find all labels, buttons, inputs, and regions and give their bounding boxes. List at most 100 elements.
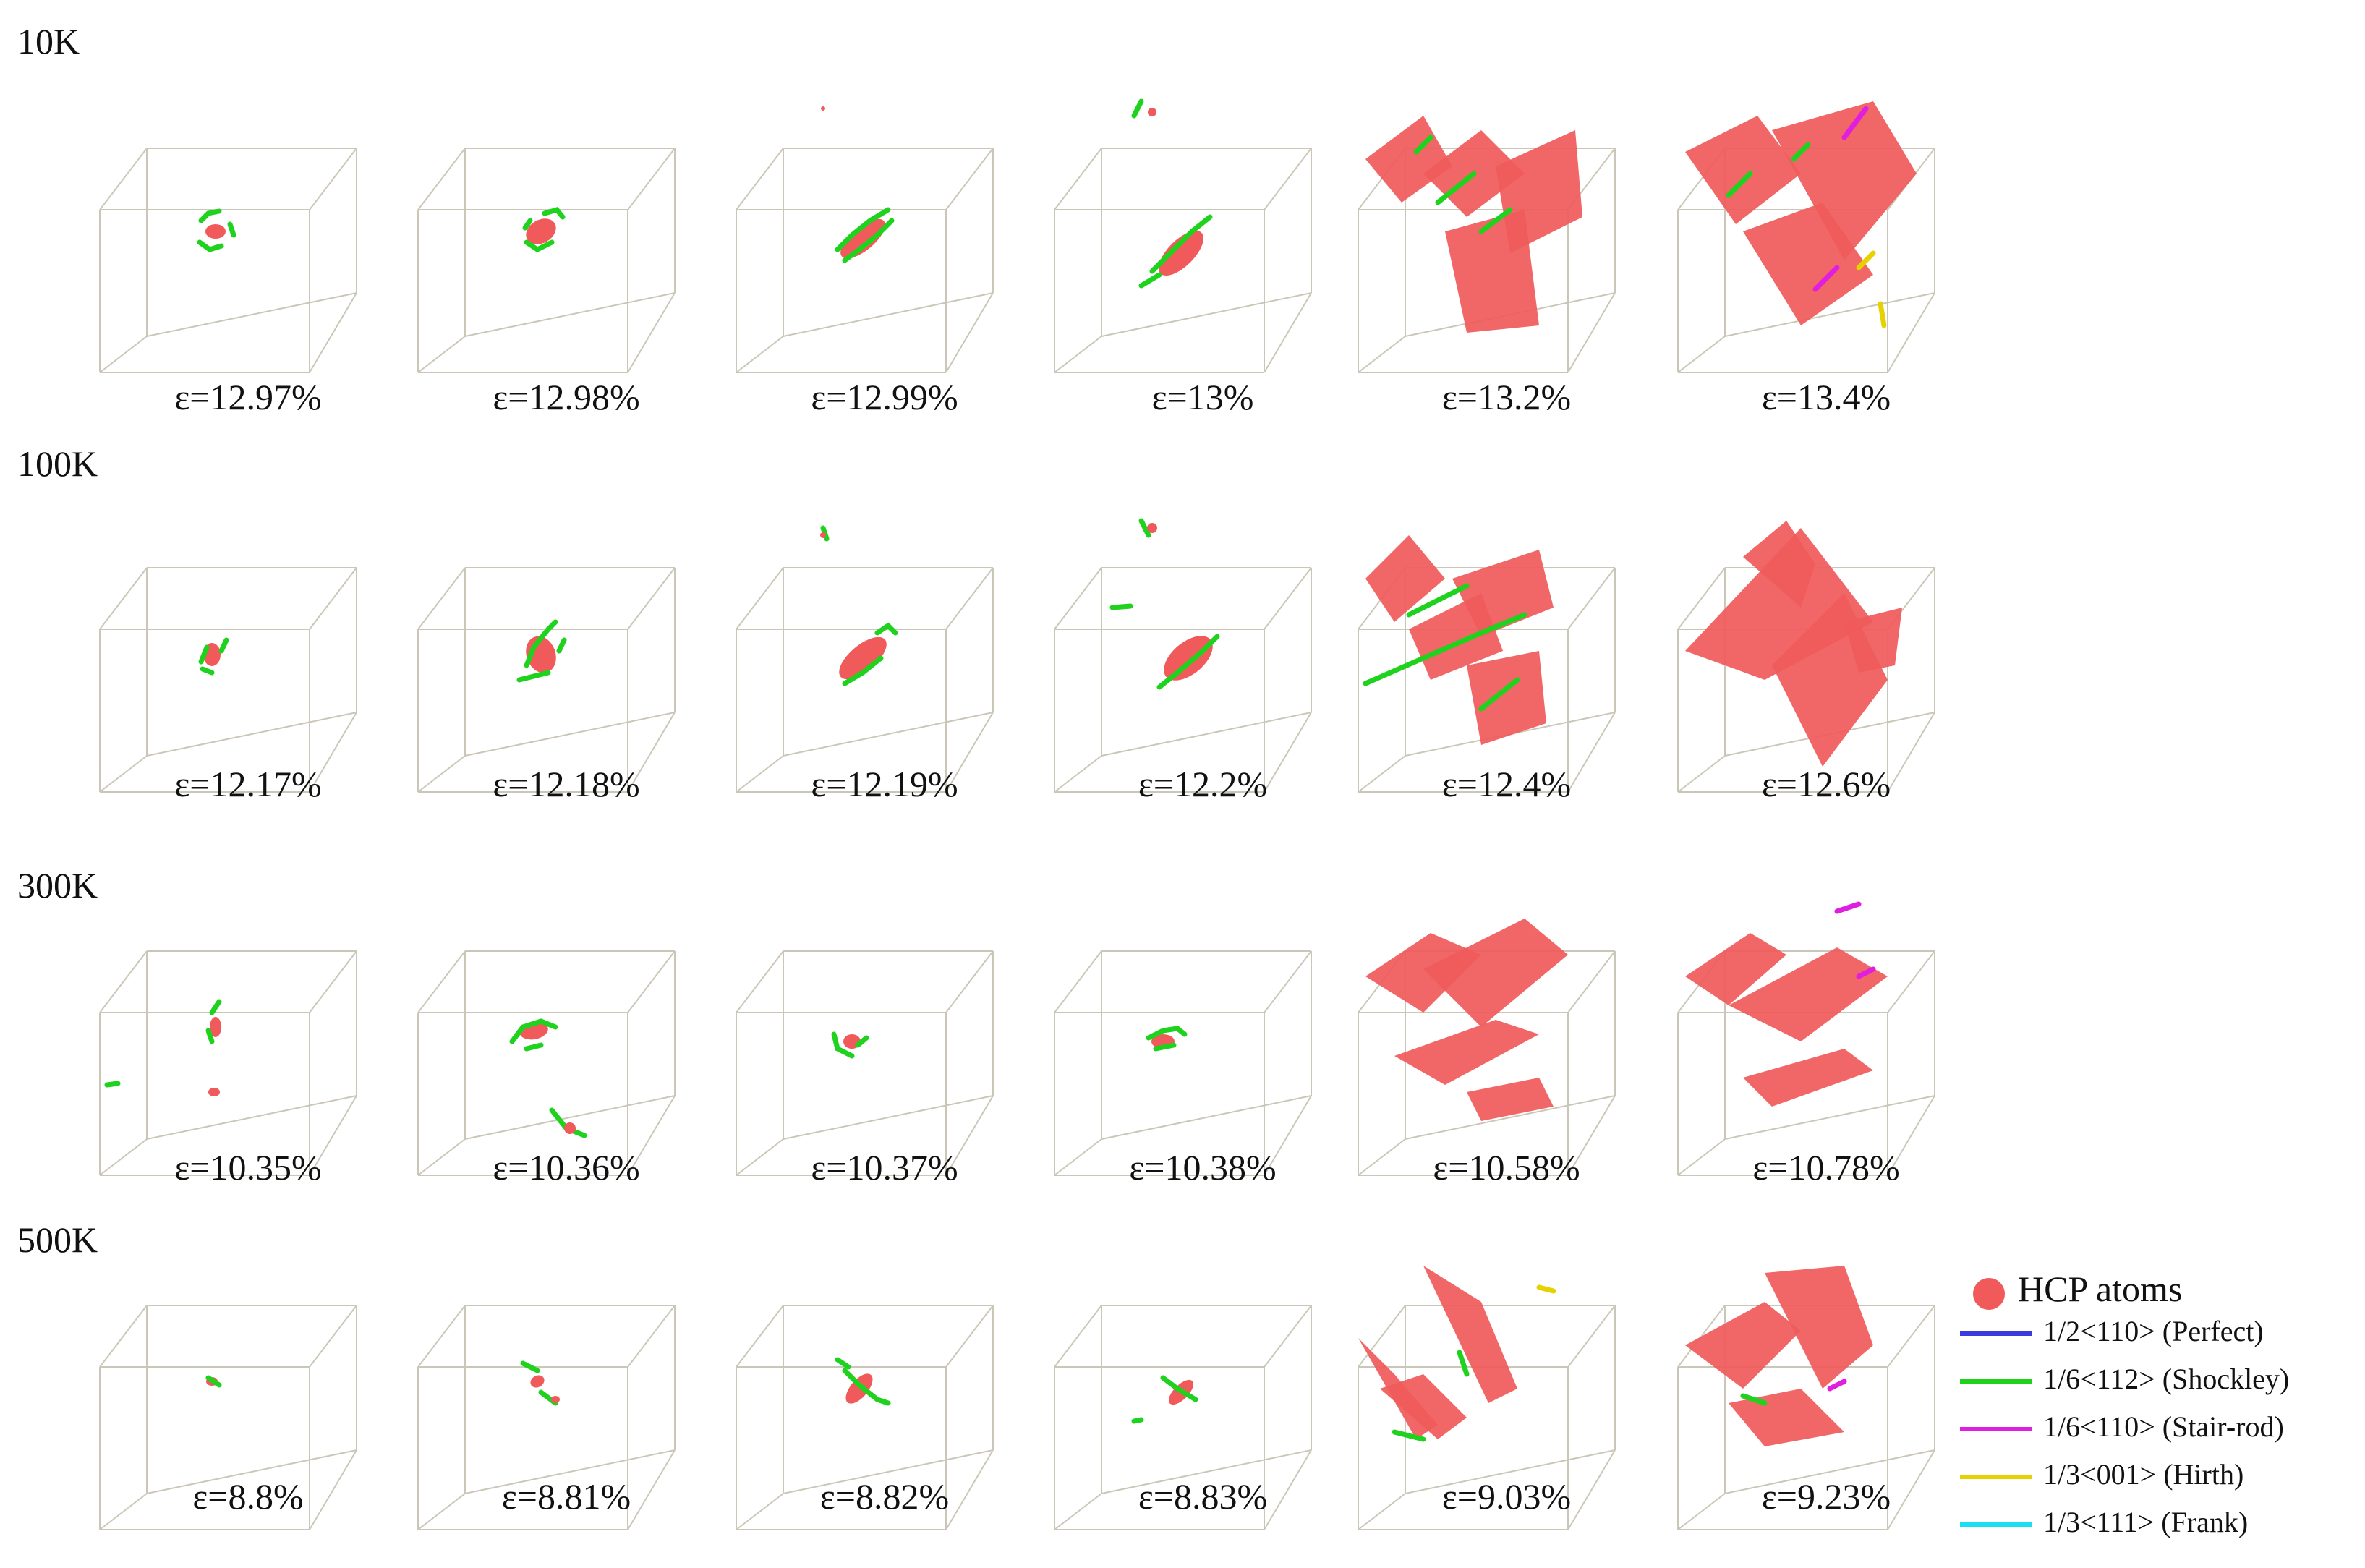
box-edge xyxy=(1358,336,1406,373)
dislocation-line xyxy=(1856,250,1876,270)
box-edge xyxy=(1567,1305,1616,1368)
hcp-atom-marker xyxy=(1973,1278,2005,1310)
box-edge xyxy=(99,950,148,1013)
dislocation-line xyxy=(200,666,215,676)
strain-caption: ε=12.97% xyxy=(174,377,322,417)
box-edge xyxy=(309,1305,357,1368)
strain-caption: ε=12.17% xyxy=(174,764,322,804)
box-edge xyxy=(146,1449,357,1494)
simulation-panel xyxy=(78,506,382,793)
hcp-cluster xyxy=(839,636,887,680)
dislocation-line xyxy=(874,622,898,636)
strain-caption: ε=10.37% xyxy=(811,1147,958,1188)
box-edge xyxy=(783,292,994,337)
hcp-cluster xyxy=(1164,636,1213,681)
strain-caption: ε=10.36% xyxy=(493,1147,640,1188)
box-edge xyxy=(736,567,784,630)
box-edge xyxy=(99,1305,148,1368)
box-edge xyxy=(627,1305,676,1368)
dislocation-line xyxy=(198,644,210,665)
legend-stair-rod: 1/6<110> (Stair-rod) xyxy=(1946,1405,2351,1453)
hcp-cluster xyxy=(530,1375,545,1388)
box-edge xyxy=(1567,1449,1616,1530)
hcp-cluster xyxy=(1158,230,1204,276)
box-edge xyxy=(627,1095,676,1176)
simulation-box xyxy=(1358,1266,1616,1530)
hirth-line xyxy=(1960,1475,2032,1479)
simulation-panel xyxy=(396,890,700,1176)
dislocation-line xyxy=(1131,1417,1144,1424)
box-edge xyxy=(1724,1449,1935,1494)
box-edge xyxy=(1567,567,1616,630)
dislocation-line xyxy=(1156,634,1220,690)
dislocation-line xyxy=(524,239,555,253)
box-edge xyxy=(1264,1095,1312,1176)
box-edge xyxy=(464,292,676,337)
box-edge xyxy=(1567,292,1616,373)
box-edge xyxy=(417,148,466,210)
simulation-box xyxy=(417,567,676,793)
box-edge xyxy=(783,1095,994,1140)
box-edge xyxy=(99,1493,148,1530)
box-edge xyxy=(99,1138,148,1176)
shockley-line xyxy=(1960,1379,2032,1384)
dislocation-line xyxy=(1726,171,1753,198)
perfect-line xyxy=(1960,1331,2032,1336)
simulation-panel xyxy=(1656,890,1960,1176)
simulation-box xyxy=(736,525,994,793)
simulation-panel xyxy=(1656,506,1960,793)
stacking-fault-plane xyxy=(1844,608,1902,673)
simulation-box xyxy=(1054,950,1312,1176)
box-edge xyxy=(1358,1493,1406,1530)
dislocation-line xyxy=(542,206,566,220)
simulation-panel xyxy=(715,87,1018,373)
simulation-box xyxy=(417,950,676,1176)
box-edge xyxy=(1887,1305,1935,1368)
box-edge xyxy=(417,336,466,373)
dislocation-line xyxy=(522,218,533,231)
hcp-cluster xyxy=(208,1088,220,1096)
simulation-box xyxy=(99,148,357,373)
stacking-fault-plane xyxy=(1685,1302,1801,1389)
legend-hcp-label: HCP atoms xyxy=(2018,1269,2183,1309)
legend-perfect-label: 1/2<110> (Perfect) xyxy=(2043,1315,2264,1347)
dislocation-line xyxy=(1478,207,1513,234)
box-edge xyxy=(1887,712,1935,793)
box-edge xyxy=(417,755,466,793)
row-label-10k: 10K xyxy=(17,21,80,61)
frank-line xyxy=(1960,1522,2032,1527)
strain-caption: ε=8.81% xyxy=(501,1476,631,1517)
simulation-box xyxy=(1358,535,1616,793)
box-edge xyxy=(1054,1138,1102,1176)
box-edge xyxy=(736,755,784,793)
box-edge xyxy=(627,950,676,1013)
strain-caption: ε=9.03% xyxy=(1441,1476,1572,1517)
box-edge xyxy=(309,567,357,630)
dislocation-line xyxy=(1363,612,1527,686)
simulation-box xyxy=(736,950,994,1176)
dislocation-line xyxy=(1856,966,1876,979)
simulation-panel xyxy=(396,506,700,793)
simulation-box xyxy=(736,106,994,373)
stacking-fault-plane xyxy=(1685,116,1801,224)
hcp-cluster xyxy=(840,218,885,259)
box-edge xyxy=(736,1493,784,1530)
strain-caption: ε=12.98% xyxy=(493,377,640,417)
box-edge xyxy=(736,148,784,210)
stacking-fault-plane xyxy=(1365,933,1481,1013)
simulation-box xyxy=(736,1305,994,1530)
dislocation-line xyxy=(1841,106,1869,140)
box-edge xyxy=(1264,1449,1312,1530)
strain-caption: ε=13% xyxy=(1151,377,1254,417)
strain-caption: ε=12.18% xyxy=(493,764,640,804)
box-edge xyxy=(945,1305,994,1368)
dislocation-line xyxy=(197,239,224,252)
box-edge xyxy=(736,1305,784,1368)
legend-frank-label: 1/3<111> (Frank) xyxy=(2043,1506,2249,1538)
row-label-100k: 100K xyxy=(17,443,98,484)
dislocation-line xyxy=(1457,1350,1470,1377)
hcp-cluster xyxy=(1148,108,1156,116)
strain-caption: ε=10.78% xyxy=(1752,1147,1900,1188)
dislocation-line xyxy=(1791,142,1811,162)
hcp-cluster xyxy=(551,1396,560,1403)
